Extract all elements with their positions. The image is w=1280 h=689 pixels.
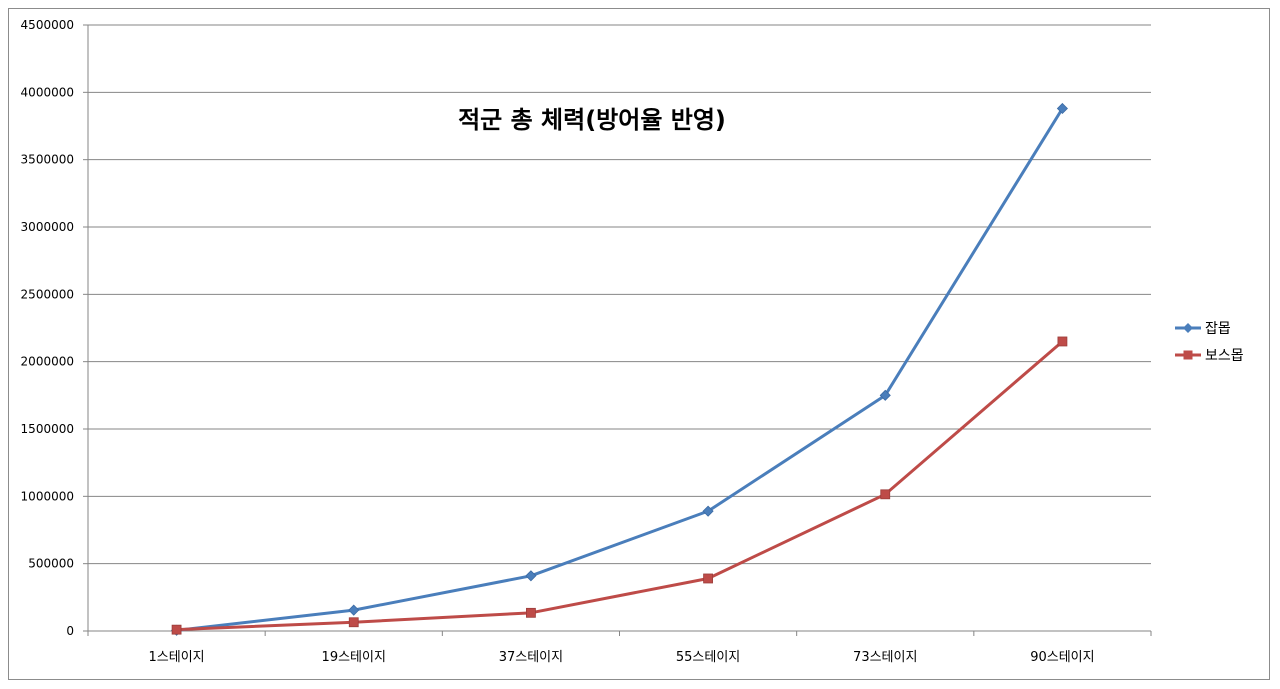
y-tick-label: 2500000 <box>21 287 74 301</box>
y-tick-label: 500000 <box>28 557 74 571</box>
legend-label: 보스몹 <box>1205 348 1244 364</box>
x-axis: 1스테이지 19스테이지 37스테이지 55스테이지 73스테이지 90스테이지 <box>87 630 1152 665</box>
legend-item: 보스몹 <box>1175 348 1244 364</box>
legend-marker <box>1183 323 1193 333</box>
y-tick-label: 1500000 <box>21 422 74 436</box>
data-point <box>525 570 537 582</box>
y-tick-label: 3500000 <box>21 153 74 167</box>
data-point <box>703 573 713 584</box>
legend-item: 잡몹 <box>1175 321 1231 337</box>
data-point <box>880 489 891 500</box>
legend-label: 잡몹 <box>1205 321 1231 337</box>
y-tick-label: 2000000 <box>21 355 74 369</box>
data-point <box>348 617 359 628</box>
data-point <box>526 607 536 618</box>
y-tick-label: 3000000 <box>21 220 74 234</box>
series-line <box>176 107 1064 632</box>
data-point <box>171 624 182 635</box>
data-point <box>702 505 714 517</box>
chart-frame <box>8 8 1270 680</box>
x-tick-label: 1스테이지 <box>149 650 205 665</box>
series-1 <box>171 102 1068 636</box>
series-2 <box>171 336 1068 635</box>
data-point <box>1057 336 1068 347</box>
y-tick-label: 4500000 <box>21 18 74 32</box>
x-tick-label: 73스테이지 <box>853 650 917 665</box>
data-point <box>348 604 360 616</box>
chart-title: 적군 총 체력(방어율 반영) <box>458 106 726 134</box>
x-tick-label: 19스테이지 <box>322 650 386 665</box>
series-layer <box>171 102 1068 636</box>
y-axis: 0 500000 1000000 1500000 2000000 2500000 30000… <box>21 18 89 638</box>
y-tick-label: 4000000 <box>21 85 74 99</box>
data-point <box>1056 102 1068 115</box>
x-tick-label: 55스테이지 <box>676 650 740 665</box>
x-tick-label: 37스테이지 <box>499 650 563 665</box>
y-tick-label: 1000000 <box>21 489 74 503</box>
y-tick-label: 0 <box>66 624 74 638</box>
legend-marker <box>1183 350 1193 360</box>
data-point <box>879 389 891 401</box>
x-tick-label: 90스테이지 <box>1030 650 1094 665</box>
series-line <box>176 340 1064 632</box>
